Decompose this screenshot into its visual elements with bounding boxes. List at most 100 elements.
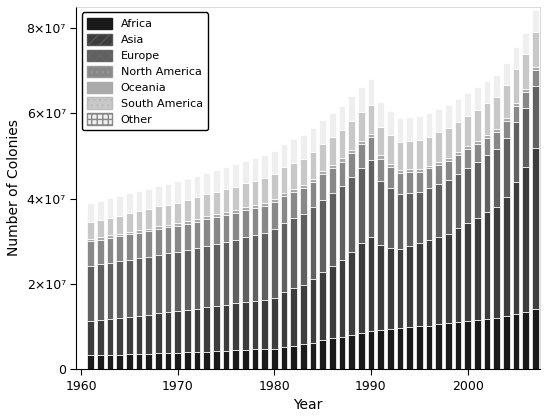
- Bar: [377, 155, 384, 159]
- Bar: [165, 228, 171, 253]
- Bar: [348, 121, 355, 150]
- Bar: [368, 331, 374, 369]
- Bar: [377, 245, 384, 330]
- Bar: [300, 185, 307, 188]
- Bar: [281, 193, 287, 196]
- Bar: [445, 158, 452, 161]
- Bar: [377, 181, 384, 245]
- Bar: [203, 173, 210, 194]
- Bar: [397, 328, 403, 369]
- Bar: [155, 313, 162, 353]
- Bar: [493, 318, 500, 369]
- Bar: [319, 340, 326, 369]
- Bar: [184, 221, 191, 224]
- Bar: [455, 228, 461, 322]
- Bar: [194, 352, 200, 369]
- Bar: [155, 255, 162, 313]
- Bar: [174, 252, 181, 311]
- Bar: [88, 266, 94, 321]
- Bar: [455, 322, 461, 369]
- Bar: [261, 233, 268, 300]
- Bar: [271, 229, 278, 297]
- Bar: [290, 218, 297, 288]
- Bar: [493, 75, 500, 97]
- Bar: [532, 310, 539, 369]
- Bar: [184, 224, 191, 250]
- Bar: [271, 151, 278, 174]
- Bar: [532, 86, 539, 147]
- Bar: [242, 302, 249, 350]
- Bar: [194, 176, 200, 197]
- Bar: [339, 158, 345, 162]
- Bar: [397, 173, 403, 194]
- Bar: [271, 349, 278, 369]
- Bar: [174, 226, 181, 252]
- Bar: [281, 167, 287, 193]
- Bar: [290, 192, 297, 218]
- Bar: [416, 243, 423, 326]
- Bar: [310, 178, 316, 181]
- Bar: [165, 353, 171, 369]
- Bar: [435, 165, 442, 184]
- Bar: [281, 347, 287, 369]
- Bar: [455, 155, 461, 174]
- Bar: [107, 238, 113, 263]
- Bar: [155, 227, 162, 229]
- Bar: [513, 122, 519, 181]
- Bar: [136, 258, 142, 316]
- Bar: [174, 353, 181, 369]
- Bar: [107, 319, 113, 355]
- Bar: [329, 137, 336, 165]
- Bar: [88, 321, 94, 355]
- Bar: [358, 168, 365, 243]
- Bar: [261, 349, 268, 369]
- Bar: [126, 260, 133, 317]
- Bar: [426, 326, 432, 369]
- Bar: [416, 116, 423, 140]
- Bar: [329, 266, 336, 339]
- Bar: [203, 246, 210, 307]
- Bar: [406, 117, 413, 141]
- Bar: [136, 233, 142, 258]
- Bar: [174, 181, 181, 202]
- Bar: [484, 155, 490, 212]
- Bar: [484, 103, 490, 134]
- Bar: [300, 285, 307, 344]
- Bar: [165, 312, 171, 353]
- Bar: [493, 207, 500, 318]
- Bar: [319, 171, 326, 174]
- Bar: [464, 223, 471, 321]
- Bar: [435, 162, 442, 165]
- Bar: [203, 217, 210, 219]
- Bar: [426, 168, 432, 189]
- Bar: [300, 214, 307, 285]
- Bar: [319, 199, 326, 272]
- Bar: [426, 189, 432, 241]
- Bar: [252, 349, 258, 369]
- Bar: [503, 85, 510, 118]
- Bar: [213, 351, 220, 369]
- Bar: [184, 352, 191, 369]
- Bar: [368, 105, 374, 134]
- Bar: [155, 186, 162, 207]
- Bar: [165, 204, 171, 225]
- Bar: [319, 144, 326, 171]
- Bar: [117, 354, 123, 369]
- Bar: [416, 326, 423, 369]
- Bar: [474, 109, 481, 141]
- Bar: [474, 87, 481, 109]
- Bar: [416, 140, 423, 169]
- Bar: [252, 205, 258, 208]
- Bar: [397, 142, 403, 170]
- Bar: [261, 206, 268, 233]
- Bar: [503, 138, 510, 197]
- Bar: [426, 166, 432, 168]
- Bar: [474, 141, 481, 144]
- Bar: [387, 329, 394, 369]
- Bar: [97, 320, 104, 355]
- Bar: [194, 222, 200, 248]
- Bar: [310, 343, 316, 369]
- Bar: [136, 316, 142, 354]
- Bar: [107, 355, 113, 369]
- Bar: [532, 10, 539, 32]
